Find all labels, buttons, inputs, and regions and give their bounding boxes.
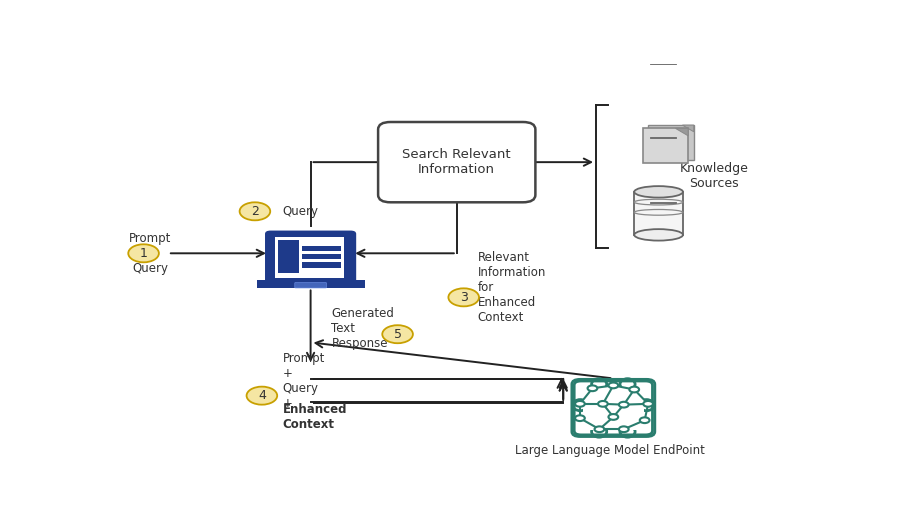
Circle shape bbox=[240, 202, 270, 220]
FancyBboxPatch shape bbox=[572, 379, 655, 437]
Polygon shape bbox=[682, 125, 694, 132]
Text: 2: 2 bbox=[251, 205, 259, 218]
Circle shape bbox=[575, 415, 585, 421]
Text: Large Language Model EndPoint: Large Language Model EndPoint bbox=[515, 444, 705, 456]
Circle shape bbox=[594, 426, 604, 432]
Ellipse shape bbox=[592, 426, 607, 437]
Circle shape bbox=[598, 401, 608, 406]
Circle shape bbox=[587, 385, 597, 391]
FancyBboxPatch shape bbox=[295, 282, 326, 288]
Ellipse shape bbox=[638, 400, 654, 411]
FancyBboxPatch shape bbox=[276, 237, 344, 278]
Text: 3: 3 bbox=[460, 291, 468, 304]
FancyBboxPatch shape bbox=[643, 128, 688, 163]
FancyBboxPatch shape bbox=[648, 125, 694, 160]
Polygon shape bbox=[675, 128, 688, 136]
Circle shape bbox=[128, 244, 159, 262]
Text: 1: 1 bbox=[139, 247, 147, 260]
Text: 5: 5 bbox=[393, 328, 401, 340]
Circle shape bbox=[619, 402, 629, 408]
Circle shape bbox=[247, 387, 277, 405]
Text: 4: 4 bbox=[258, 389, 266, 402]
Ellipse shape bbox=[592, 379, 607, 390]
Text: Query: Query bbox=[283, 205, 319, 218]
Text: Prompt
+
Query: Prompt + Query bbox=[129, 232, 172, 275]
Text: Search Relevant
Information: Search Relevant Information bbox=[402, 148, 511, 176]
Circle shape bbox=[609, 383, 618, 388]
Circle shape bbox=[639, 418, 649, 423]
FancyBboxPatch shape bbox=[303, 254, 341, 260]
Circle shape bbox=[629, 387, 639, 393]
Text: Knowledge
Sources: Knowledge Sources bbox=[680, 162, 749, 190]
FancyBboxPatch shape bbox=[378, 122, 535, 202]
Ellipse shape bbox=[620, 379, 635, 390]
Text: Enhanced
Context: Enhanced Context bbox=[283, 403, 348, 431]
FancyBboxPatch shape bbox=[265, 230, 357, 284]
Text: Prompt
+
Query
+: Prompt + Query + bbox=[283, 352, 325, 410]
FancyBboxPatch shape bbox=[303, 246, 341, 251]
Circle shape bbox=[575, 401, 585, 406]
FancyBboxPatch shape bbox=[257, 280, 365, 288]
FancyBboxPatch shape bbox=[303, 262, 341, 268]
Text: Relevant
Information
for
Enhanced
Context: Relevant Information for Enhanced Contex… bbox=[478, 251, 546, 323]
Circle shape bbox=[609, 414, 618, 420]
Circle shape bbox=[448, 288, 479, 306]
Circle shape bbox=[383, 325, 413, 343]
Ellipse shape bbox=[634, 229, 683, 240]
Ellipse shape bbox=[573, 400, 588, 411]
Text: Generated
Text
Response: Generated Text Response bbox=[331, 306, 394, 350]
Circle shape bbox=[643, 401, 653, 406]
FancyBboxPatch shape bbox=[634, 192, 683, 235]
Circle shape bbox=[619, 426, 629, 432]
FancyBboxPatch shape bbox=[583, 386, 644, 430]
Ellipse shape bbox=[620, 426, 635, 437]
Ellipse shape bbox=[634, 186, 683, 197]
FancyBboxPatch shape bbox=[278, 240, 299, 273]
